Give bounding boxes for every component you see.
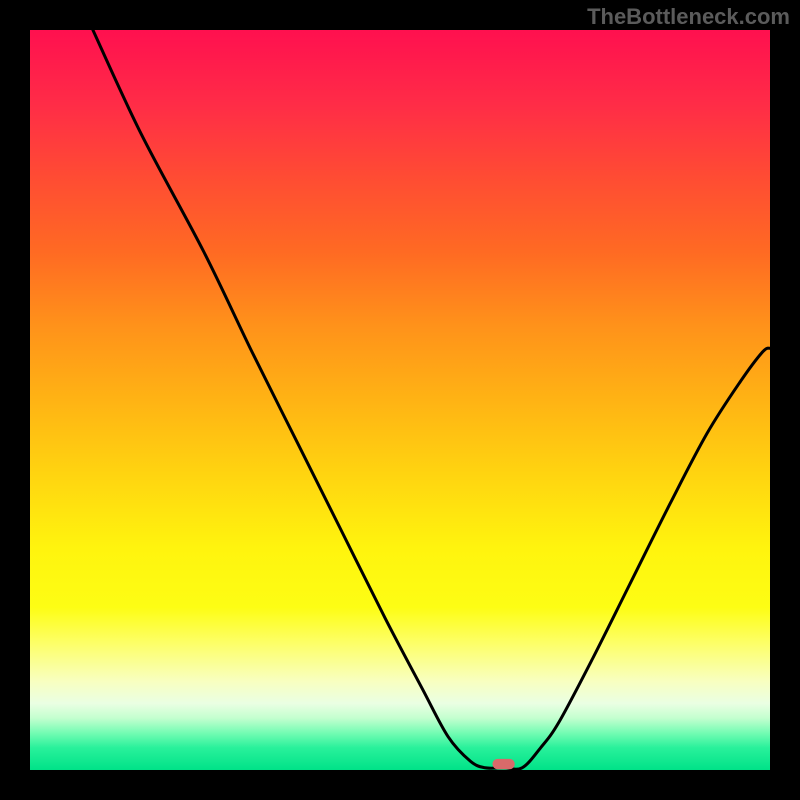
bottleneck-chart: TheBottleneck.com bbox=[0, 0, 800, 800]
watermark-text: TheBottleneck.com bbox=[587, 4, 790, 29]
optimal-marker bbox=[493, 759, 515, 769]
plot-gradient-area bbox=[30, 30, 770, 770]
watermark-label: TheBottleneck.com bbox=[587, 4, 790, 30]
chart-canvas bbox=[0, 0, 800, 800]
